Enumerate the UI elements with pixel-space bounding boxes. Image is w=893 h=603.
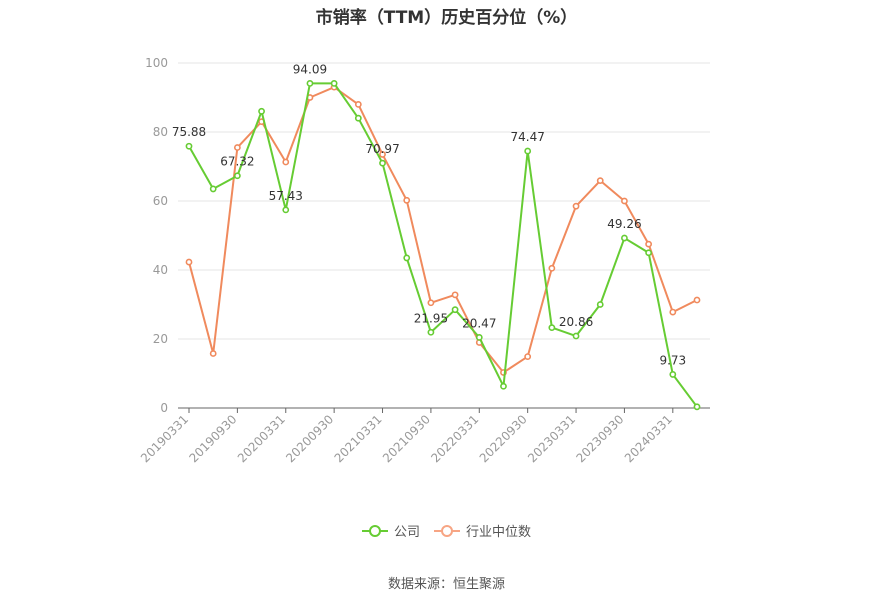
y-tick-label: 0 (160, 401, 168, 415)
company-point (427, 328, 435, 336)
industry-median-point (693, 296, 701, 304)
chart-title: 市销率（TTM）历史百分位（%） (315, 8, 578, 28)
data-label: 70.97 (365, 142, 399, 156)
industry-median-point (621, 197, 628, 205)
x-tick-label: 20240331 (622, 412, 675, 465)
data-label: 57.43 (269, 189, 303, 203)
company-point (403, 254, 411, 262)
industry-median-point (548, 264, 556, 272)
company-point (258, 107, 265, 115)
data-label: 20.47 (462, 316, 496, 330)
data-label: 75.88 (172, 125, 206, 139)
data-label: 49.26 (607, 217, 641, 231)
company-point (669, 371, 677, 378)
x-tick-label: 20220331 (428, 412, 481, 465)
company-point (451, 306, 459, 314)
x-tick-label: 20210331 (332, 412, 385, 465)
series-layer (185, 79, 701, 411)
industry-median-point (572, 202, 580, 210)
legend-marker-company (361, 524, 388, 537)
legend-item-company[interactable]: 公司 (361, 521, 420, 540)
industry-median-point (185, 258, 193, 266)
industry-median-point (524, 353, 532, 360)
company-line (188, 82, 698, 408)
company-point (475, 333, 483, 341)
company-point (209, 185, 217, 193)
x-tick-label: 20190331 (138, 412, 191, 465)
industry-median-point (282, 158, 290, 166)
industry-median-point (645, 240, 653, 248)
legend-label-industry-median: 行业中位数 (466, 525, 532, 540)
industry-median-point (596, 177, 604, 185)
company-point (693, 403, 701, 411)
company-point (233, 172, 241, 180)
x-tick-label: 20230930 (573, 412, 626, 465)
data-label: 67.32 (220, 155, 254, 169)
company-point (621, 234, 628, 242)
industry-median-point (669, 308, 677, 316)
company-point (185, 142, 193, 150)
y-tick-label: 40 (153, 263, 168, 277)
legend: 公司 行业中位数 (0, 521, 893, 540)
company-point (500, 382, 507, 390)
x-tick-label: 20190930 (186, 412, 239, 465)
company-point (330, 79, 338, 87)
industry-median-point (233, 144, 241, 151)
x-tick-label: 20230331 (525, 412, 578, 465)
company-point (379, 159, 386, 167)
data-source: 数据来源：恒生聚源 (387, 577, 505, 592)
company-point (524, 147, 532, 155)
y-tick-label: 80 (153, 125, 168, 139)
data-label: 74.47 (510, 130, 544, 144)
company-point (596, 301, 604, 308)
industry-median-line (188, 86, 698, 374)
company-point (354, 114, 362, 122)
industry-median-point (451, 291, 459, 299)
legend-label-company: 公司 (393, 525, 420, 540)
y-tick-label: 60 (153, 194, 168, 208)
x-tick-label: 20220930 (477, 412, 530, 465)
industry-median-point (427, 299, 435, 307)
y-tick-label: 20 (153, 332, 168, 346)
industry-median-point (354, 101, 362, 108)
company-point (548, 324, 556, 332)
industry-median-point (379, 151, 386, 158)
data-label: 20.86 (559, 315, 593, 329)
data-labels: 75.88 67.32 57.43 94.09 70.97 21.95 20.47 74.47… (172, 62, 686, 367)
data-label: 9.73 (659, 353, 686, 367)
company-point (306, 79, 314, 87)
legend-marker-industry-median (434, 524, 460, 537)
company-point (572, 332, 580, 340)
industry-median-point (209, 350, 217, 357)
x-tick-label: 20210930 (380, 412, 433, 465)
x-tick-label: 20200331 (235, 412, 288, 465)
x-tick-label: 20200930 (283, 412, 336, 465)
data-label: 21.95 (414, 311, 448, 325)
data-label: 94.09 (293, 62, 327, 76)
industry-median-point (403, 196, 411, 204)
legend-item-industry-median[interactable]: 行业中位数 (434, 521, 531, 540)
company-point (282, 206, 290, 214)
y-tick-label: 100 (145, 56, 168, 70)
company-point (645, 249, 653, 257)
